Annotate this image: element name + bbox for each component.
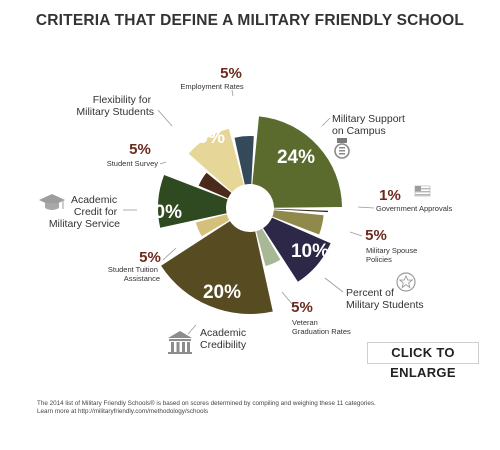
graduation-cap-icon (39, 194, 65, 210)
pie-slice-percent-of-military-students (263, 217, 331, 282)
footnote: The 2014 list of Military Friendly Schoo… (37, 400, 477, 416)
pct-label-veteran-graduation: 5% (291, 299, 313, 316)
category-label-veteran-graduation: Veteran Graduation Rates (292, 318, 351, 336)
chart-title: CRITERIA THAT DEFINE A MILITARY FRIENDLY… (36, 12, 464, 29)
pct-label-academic-credibility: 20% (203, 282, 241, 303)
building-icon (168, 331, 192, 354)
category-label-academic-credit: Academic Credit for Military Service (49, 194, 120, 230)
pct-label-academic-credit: 10% (144, 202, 182, 223)
pie-slice-academic-credit-for-military-service (158, 175, 228, 228)
pct-label-military-spouse: 5% (365, 227, 387, 244)
pie-slice-military-spouse-policies (272, 210, 324, 235)
pie-slice-flexibility-for-military-students (188, 128, 244, 193)
star-badge-icon (396, 272, 416, 292)
pie-slice-student-tuition-assistance (195, 214, 230, 237)
leader-line-veteran-graduation (281, 291, 293, 305)
category-label-percent-military: Percent of Military Students (346, 287, 424, 311)
category-label-employment-rates: Employment Rates (180, 82, 244, 91)
leader-line-percent-military (324, 277, 344, 293)
category-label-tuition-assistance: Student Tuition Assistance (108, 265, 160, 283)
leader-line-military-spouse (349, 231, 363, 237)
leader-line-employment-rates (231, 89, 234, 97)
pct-label-government-approvals: 1% (379, 187, 401, 204)
category-label-student-survey: Student Survey (107, 159, 159, 168)
leader-line-academic-credibility (187, 324, 197, 335)
category-label-flexibility: Flexibility for Military Students (76, 94, 154, 118)
pct-label-employment-rates: 5% (220, 65, 242, 82)
pct-label-flexibility: 10% (187, 127, 225, 148)
pie-slice-military-support-on-campus (252, 116, 342, 208)
pct-label-percent-military: 10% (291, 241, 329, 262)
pie-slice-government-approvals (274, 208, 328, 213)
category-label-military-spouse: Military Spouse Policies (366, 246, 419, 264)
leader-line-tuition-assistance (162, 247, 177, 261)
pie-slice-academic-credibility (161, 221, 273, 314)
medal-icon (334, 138, 350, 159)
leader-line-government-approvals (357, 206, 375, 209)
leader-line-student-survey (159, 161, 167, 165)
pct-label-military-support: 24% (277, 147, 315, 168)
pie-slice-student-survey (198, 172, 232, 199)
leader-line-military-support (321, 117, 331, 127)
pie-slice-veteran-graduation-rates (256, 228, 281, 266)
donut-hole (227, 185, 273, 231)
flag-icon (414, 185, 431, 197)
footnote-line-2: Learn more at http://militaryfriendly.co… (37, 408, 209, 415)
category-label-academic-credibility: Academic Credibility (200, 327, 249, 351)
category-label-military-support: Military Support on Campus (332, 113, 408, 137)
footnote-line-1: The 2014 list of Military Friendly Schoo… (37, 400, 376, 407)
pie-slice-employment-rates (234, 136, 254, 185)
click-to-enlarge-button[interactable]: CLICK TO ENLARGE (367, 342, 479, 380)
pct-label-student-survey: 5% (129, 141, 151, 158)
pct-label-tuition-assistance: 5% (139, 249, 161, 266)
pie-slices (158, 116, 342, 314)
leader-line-flexibility (157, 109, 173, 127)
category-label-government-approvals: Government Approvals (376, 204, 453, 213)
